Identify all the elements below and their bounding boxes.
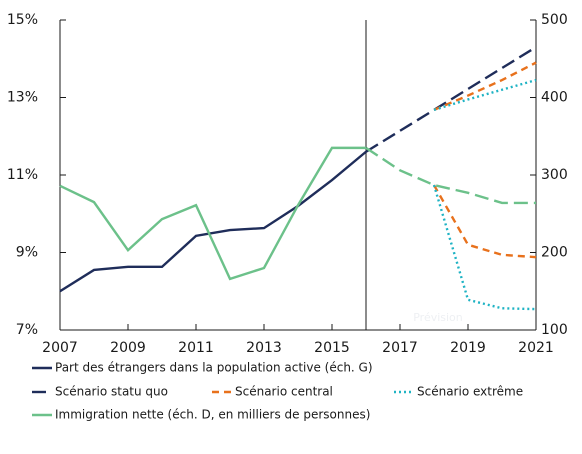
y2-tick-label: 300 [541, 167, 568, 183]
legend-label: Scénario extrême [417, 385, 523, 399]
series-line [365, 46, 537, 153]
legend-label: Immigration nette (éch. D, en milliers d… [55, 408, 370, 422]
y-tick-label: 7% [16, 322, 38, 338]
series-line [432, 184, 537, 311]
annotation: Prévision [413, 311, 463, 324]
series-line [59, 146, 366, 281]
y-tick-label: 9% [16, 245, 38, 261]
legend-label: Scénario statu quo [55, 385, 168, 399]
y-tick-label: 11% [7, 167, 38, 183]
series-line [59, 150, 367, 293]
x-tick-label: 2013 [246, 340, 282, 356]
y2-tick-label: 100 [541, 322, 568, 338]
y-tick-label: 15% [7, 12, 38, 28]
series-line [433, 61, 537, 112]
y2-tick-label: 400 [541, 90, 568, 106]
series-line [365, 146, 536, 205]
y2-tick-label: 500 [541, 12, 568, 28]
series-line [433, 78, 537, 112]
x-tick-label: 2007 [42, 340, 78, 356]
y2-tick-label: 200 [541, 245, 568, 261]
x-tick-label: 2011 [178, 340, 214, 356]
x-tick-label: 2021 [518, 340, 554, 356]
x-tick-label: 2009 [110, 340, 146, 356]
y-tick-label: 13% [7, 90, 38, 106]
series-line [432, 184, 537, 259]
legend-label: Scénario central [235, 385, 333, 399]
x-tick-label: 2019 [450, 340, 486, 356]
x-tick-label: 2017 [382, 340, 418, 356]
x-tick-label: 2015 [314, 340, 350, 356]
legend-label: Part des étrangers dans la population ac… [55, 361, 373, 375]
